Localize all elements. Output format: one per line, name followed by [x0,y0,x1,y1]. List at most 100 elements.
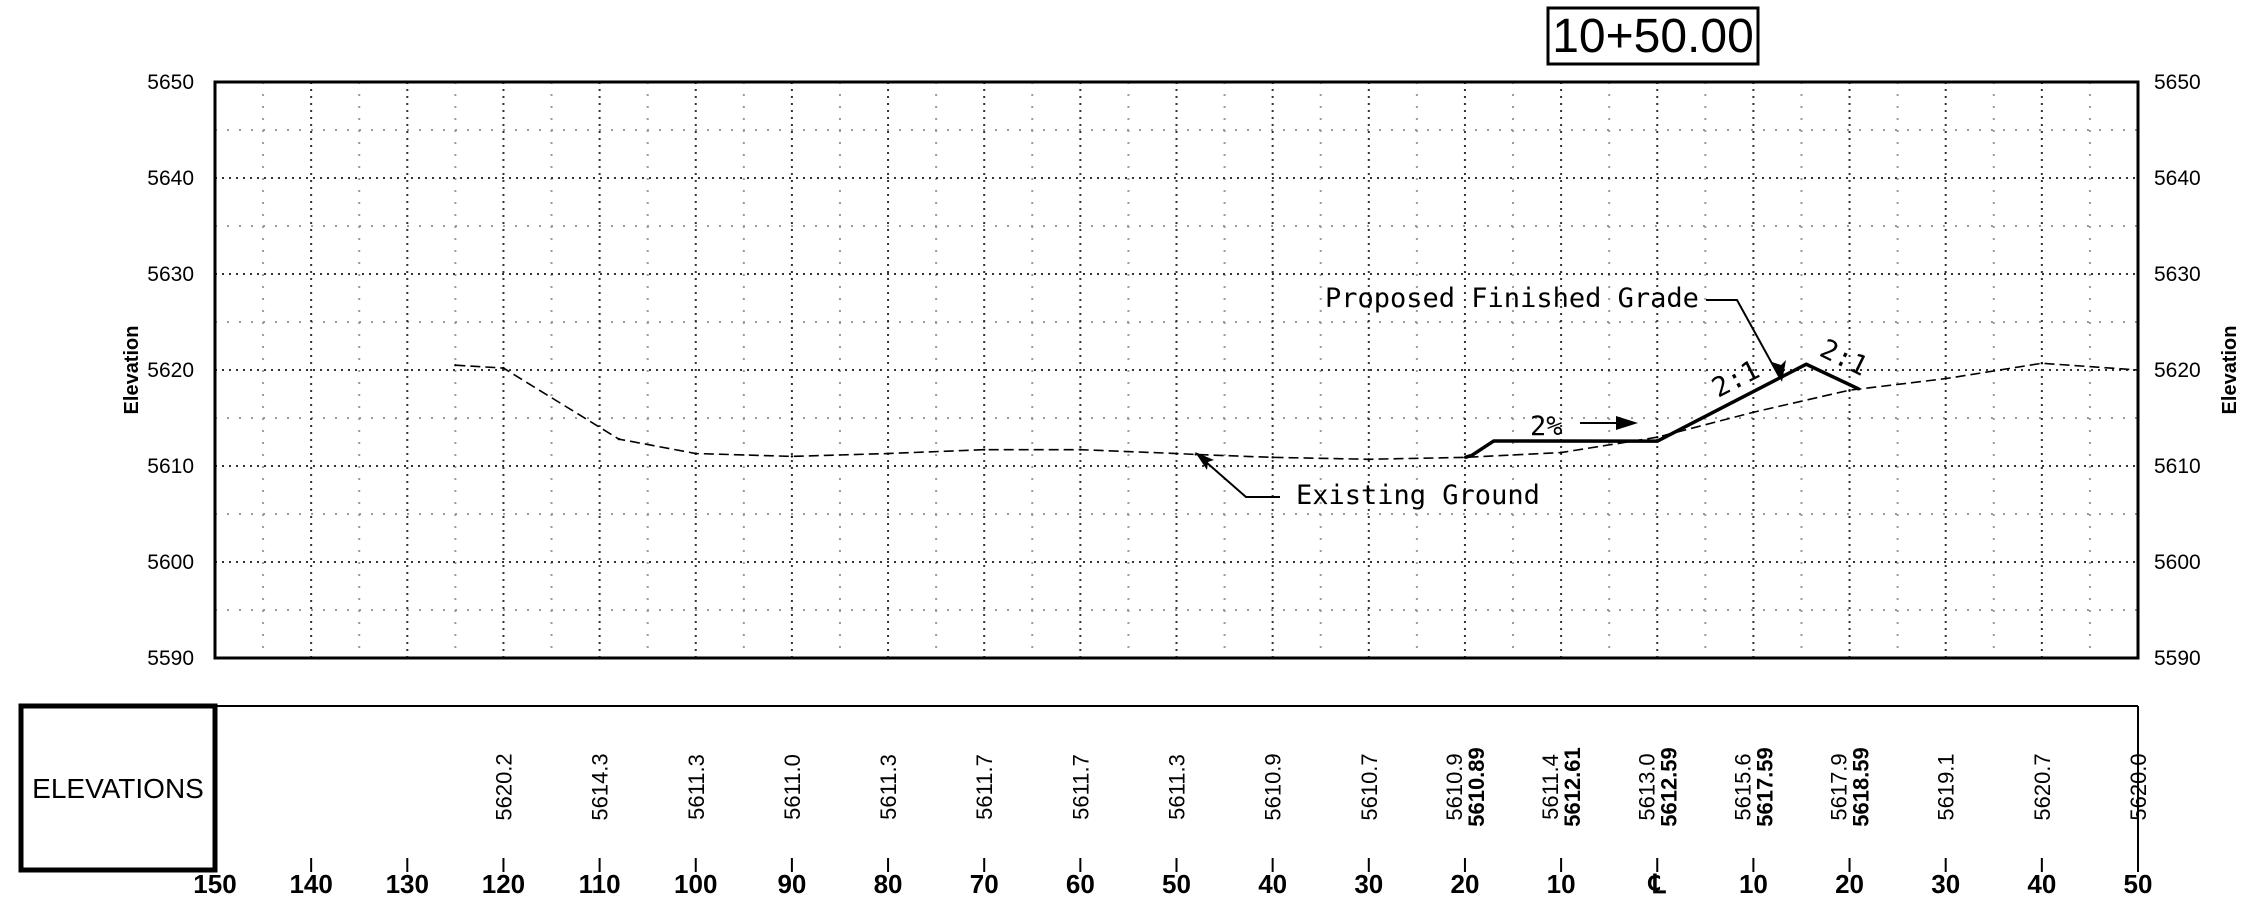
right-axis-title: Elevation [2219,326,2241,415]
existing-elevation-value: 5610.9 [1442,753,1467,820]
existing-ground-point [2040,362,2044,365]
elevation-table: 5620.2 5614.3 5611.3 5611.0 5611.3 5611.7 5611… [491,747,2151,827]
proposed-elevation-value: 5612.61 [1560,747,1585,827]
x-tick-label: 30 [1354,869,1383,899]
existing-ground-point [694,452,697,455]
finished-grade-point [1656,439,1659,443]
proposed-elevation-value: 5612.59 [1656,747,1681,827]
proposed-elevation-value: 5618.59 [1849,747,1874,827]
finished-grade-arrowhead [1772,360,1786,382]
existing-elevation-value: 5611.3 [684,754,709,820]
finished-grade-line [1464,362,1860,460]
existing-elevation-value: 5611.3 [876,754,901,820]
x-tick-label: 60 [1066,869,1095,899]
finished-grade-point [1492,439,1495,443]
existing-elevation-value: 5610.7 [1357,753,1382,820]
finished-grade-point [1470,454,1473,457]
slope-label-left: 2:1 [1707,354,1765,404]
existing-ground-label: Existing Ground [1296,480,1540,511]
existing-ground-point [1079,448,1082,451]
major-grid [215,82,2138,658]
existing-elevation-value: 5611.4 [1538,754,1563,820]
finished-grade-point [1805,363,1808,366]
grade-arrowhead [1616,416,1638,430]
ticks-layer: 5590 5590 5600 5600 5610 5610 5620 5620 5630 5630… [147,71,2200,899]
x-tick-label: 110 [579,869,621,899]
finished-grade-point [1857,388,1861,391]
existing-elevation-value: 5611.0 [780,754,805,820]
x-tick-label: 50 [2124,869,2153,899]
y-tick-label-right: 5620 [2154,359,2201,382]
existing-ground-point [1848,388,1851,392]
x-tick-label: 120 [482,869,525,899]
existing-ground-point [1271,456,1274,459]
existing-elevation-value: 5611.7 [972,754,997,820]
existing-elevation-value: 5614.3 [588,753,613,820]
y-tick-label-right: 5630 [2154,263,2201,286]
grade-percent-label: 2% [1530,411,1563,442]
existing-ground-arrowhead [1195,452,1214,470]
x-tick-label: 130 [386,869,429,899]
existing-elevation-value: 5611.7 [1068,754,1093,820]
centerline-tick-label: ℄ [1648,869,1667,899]
existing-elevation-value: 5620.7 [2030,753,2055,820]
y-tick-label-right: 5610 [2154,455,2201,478]
elevations-header: ELEVATIONS [32,773,204,804]
y-tick-label-left: 5620 [147,359,194,382]
y-tick-label-left: 5600 [147,551,194,574]
existing-ground-point [1559,451,1563,454]
y-tick-label-right: 5600 [2154,551,2201,574]
y-tick-label-left: 5630 [147,263,194,286]
x-tick-label: 20 [1450,869,1479,899]
x-tick-label: 90 [777,869,806,899]
y-tick-label-left: 5610 [147,455,194,478]
x-tick-label: 10 [1739,869,1768,899]
station-label: 10+50.00 [1552,10,1754,63]
existing-elevation-value: 5610.9 [1261,753,1286,820]
station-box [1546,6,1760,66]
existing-ground-point [790,455,794,458]
proposed-elevation-value: 5617.59 [1752,747,1777,827]
x-tick-label: 150 [193,869,236,899]
finished-grade-leader [1706,299,1781,379]
existing-ground-point [886,452,890,455]
existing-ground-point [1656,436,1659,439]
y-tick-label-left: 5590 [147,647,194,670]
x-tick-label: 10 [1547,869,1576,899]
x-tick-label: 40 [2027,869,2056,899]
existing-elevation-value: 5615.6 [1730,753,1755,820]
x-tick-label: 70 [970,869,999,899]
x-tick-label: 140 [289,869,332,899]
proposed-elevation-value: 5610.89 [1464,747,1489,827]
x-tick-label: 40 [1258,869,1287,899]
y-tick-label-right: 5650 [2154,71,2201,94]
elevations-header-box [18,703,218,873]
left-axis-title: Elevation [121,326,143,415]
existing-ground-point [983,448,986,451]
x-tick-label: 20 [1835,869,1864,899]
existing-ground-point [617,437,621,441]
y-tick-label-right: 5590 [2154,647,2201,670]
y-tick-label-right: 5640 [2154,167,2201,190]
existing-ground-point [1752,411,1755,414]
existing-ground-point [502,366,505,370]
x-tick-label: 80 [874,869,903,899]
existing-ground-point [1944,377,1947,380]
finished-grade-point [1463,456,1467,459]
y-tick-label-left: 5640 [147,167,194,190]
x-tick-label: 50 [1162,869,1191,899]
slope-label-right: 2:1 [1815,333,1872,382]
existing-ground-leader [1197,454,1280,498]
existing-ground-point [1175,452,1178,455]
y-tick-label-left: 5650 [147,71,194,94]
series-layer [454,362,2140,461]
finished-grade-label: Proposed Finished Grade [1325,283,1699,314]
existing-ground-point [1367,458,1371,461]
x-tick-label: 30 [1931,869,1960,899]
existing-elevation-value: 5617.9 [1827,753,1852,820]
plot-frame [213,80,2140,660]
x-tick-label: 100 [674,869,717,899]
existing-elevation-value: 5619.1 [1934,753,1959,820]
existing-elevation-value: 5613.0 [1634,753,1659,820]
